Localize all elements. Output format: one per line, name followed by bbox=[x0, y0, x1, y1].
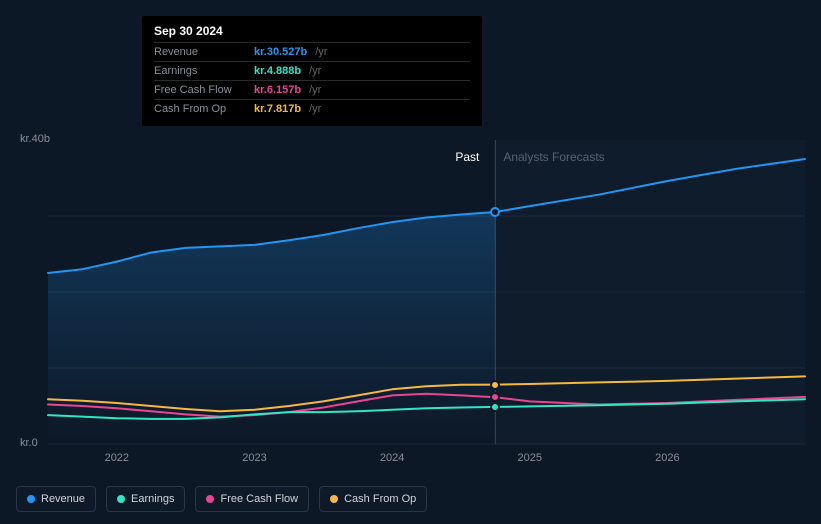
chart-container: Sep 30 2024 Revenuekr.30.527b/yrEarnings… bbox=[0, 0, 821, 524]
tooltip-unit: /yr bbox=[309, 65, 321, 77]
tooltip-unit: /yr bbox=[315, 46, 327, 58]
tooltip-label: Earnings bbox=[154, 65, 246, 77]
x-axis-tick: 2025 bbox=[517, 452, 541, 464]
tooltip-value: kr.7.817b bbox=[254, 103, 301, 115]
tooltip-row-earnings: Earnings kr.4.888b/yr bbox=[154, 61, 470, 80]
tooltip-date: Sep 30 2024 bbox=[154, 24, 470, 42]
legend-item-cash_from_op[interactable]: Cash From Op bbox=[319, 486, 427, 512]
legend-label: Earnings bbox=[131, 493, 174, 505]
tooltip-label: Revenue bbox=[154, 46, 246, 58]
tooltip-label: Cash From Op bbox=[154, 103, 246, 115]
tooltip-unit: /yr bbox=[309, 84, 321, 96]
legend-label: Revenue bbox=[41, 493, 85, 505]
legend: Revenue Earnings Free Cash Flow Cash From O… bbox=[16, 486, 427, 512]
marker-free_cash_flow bbox=[490, 392, 500, 402]
tooltip-row-free-cash-flow: Free Cash Flow kr.6.157b/yr bbox=[154, 80, 470, 99]
tooltip-unit: /yr bbox=[309, 103, 321, 115]
tooltip-value: kr.4.888b bbox=[254, 65, 301, 77]
marker-earnings bbox=[490, 402, 500, 412]
legend-label: Cash From Op bbox=[344, 493, 416, 505]
x-axis-tick: 2024 bbox=[380, 452, 404, 464]
tooltip-value: kr.30.527b bbox=[254, 46, 307, 58]
tooltip-label: Free Cash Flow bbox=[154, 84, 246, 96]
legend-item-free_cash_flow[interactable]: Free Cash Flow bbox=[195, 486, 309, 512]
x-axis-tick: 2022 bbox=[105, 452, 129, 464]
legend-label: Free Cash Flow bbox=[220, 493, 298, 505]
tooltip-row-cash-from-op: Cash From Op kr.7.817b/yr bbox=[154, 99, 470, 118]
tooltip-value: kr.6.157b bbox=[254, 84, 301, 96]
tooltip-row-revenue: Revenue kr.30.527b/yr bbox=[154, 42, 470, 61]
legend-dot-icon bbox=[206, 495, 214, 503]
legend-dot-icon bbox=[330, 495, 338, 503]
chart-tooltip: Sep 30 2024 Revenuekr.30.527b/yrEarnings… bbox=[142, 16, 482, 126]
x-axis-tick: 2026 bbox=[655, 452, 679, 464]
legend-dot-icon bbox=[117, 495, 125, 503]
marker-revenue bbox=[490, 207, 500, 217]
legend-item-revenue[interactable]: Revenue bbox=[16, 486, 96, 512]
x-axis-tick: 2023 bbox=[242, 452, 266, 464]
marker-cash_from_op bbox=[490, 380, 500, 390]
legend-dot-icon bbox=[27, 495, 35, 503]
legend-item-earnings[interactable]: Earnings bbox=[106, 486, 185, 512]
